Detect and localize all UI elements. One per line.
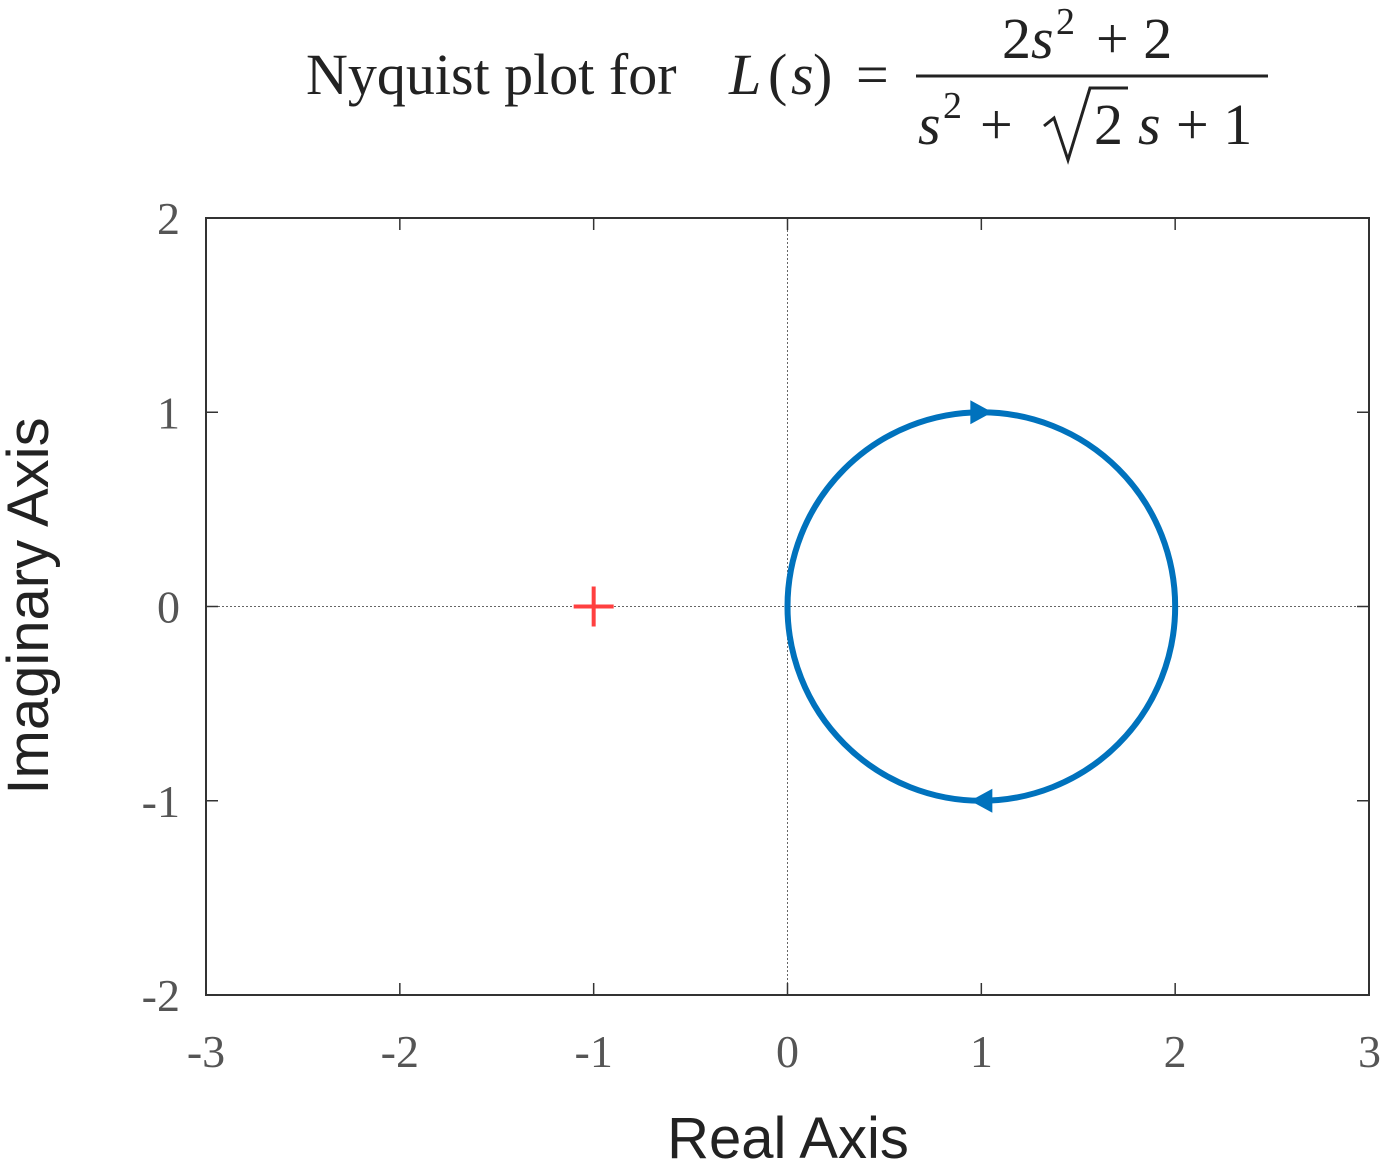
denominator-var2: s (1138, 92, 1161, 157)
series-layer (784, 400, 1179, 813)
numerator-exp: 2 (1056, 1, 1075, 43)
x-tick-label: -3 (187, 1026, 225, 1077)
title-prefix: Nyquist plot for (306, 42, 691, 107)
numerator-var: s (1031, 6, 1054, 71)
y-tick-label: -1 (142, 776, 180, 827)
y-tick-label: 2 (157, 193, 180, 244)
x-tick-label: 0 (776, 1026, 799, 1077)
denominator-var: s (918, 92, 941, 157)
x-tick-labels: -3 -2 -1 0 1 2 3 (187, 1026, 1381, 1077)
y-tick-labels: -2 -1 0 1 2 (142, 193, 180, 1021)
numerator-rest: + 2 (1096, 6, 1172, 71)
numerator-coef: 2 (1002, 6, 1031, 71)
tick-marks (205, 217, 1370, 996)
critical-point-marker (573, 586, 614, 627)
denominator-radicand: 2 (1094, 92, 1123, 157)
title-close-paren: ) (813, 42, 832, 107)
denominator-exp: 2 (943, 85, 962, 127)
sqrt-sign (1043, 86, 1128, 165)
title-function: L (728, 42, 761, 107)
title-open-paren: ( (768, 42, 787, 107)
chart-title: Nyquist plot for L ( s ) = 2 s 2 + 2 s 2… (306, 1, 1268, 165)
y-tick-label: -2 (142, 970, 180, 1021)
x-tick-label: -2 (381, 1026, 419, 1077)
x-tick-label: 2 (1164, 1026, 1187, 1077)
direction-arrow-right (970, 400, 993, 425)
x-axis-title: Real Axis (667, 1106, 909, 1163)
y-tick-label: 1 (157, 387, 180, 438)
denominator-rest: + 1 (1176, 92, 1252, 157)
title-variable: s (791, 42, 814, 107)
x-tick-label: 1 (970, 1026, 993, 1077)
critical-point-layer (573, 586, 614, 627)
denominator-plus: + (980, 92, 1013, 157)
y-axis-title: Imaginary Axis (0, 417, 61, 794)
x-tick-label: 3 (1358, 1026, 1381, 1077)
x-tick-label: -1 (575, 1026, 613, 1077)
y-tick-label: 0 (157, 582, 180, 633)
direction-arrow-left (970, 788, 993, 813)
title-equals: = (856, 42, 889, 107)
